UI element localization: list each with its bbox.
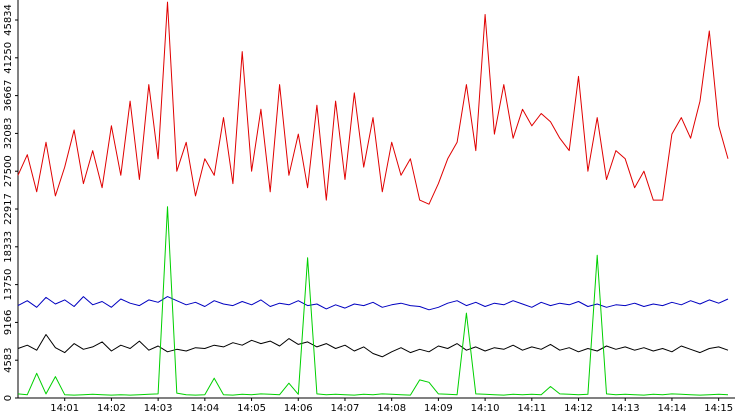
x-tick-label: 14:14 xyxy=(658,403,687,414)
series-line xyxy=(17,206,729,396)
x-tick-label: 14:10 xyxy=(471,403,500,414)
y-tick-label: 27500 xyxy=(3,155,14,187)
y-tick-label: 18333 xyxy=(3,231,14,263)
x-tick-label: 14:12 xyxy=(564,403,593,414)
y-tick-label: 36667 xyxy=(3,80,14,112)
x-tick-label: 14:06 xyxy=(284,403,313,414)
x-tick-label: 14:02 xyxy=(97,403,126,414)
x-tick-label: 14:13 xyxy=(611,403,640,414)
x-tick-label: 14:15 xyxy=(704,403,733,414)
y-tick-label: 0 xyxy=(3,395,14,401)
x-tick-label: 14:11 xyxy=(517,403,546,414)
series-line xyxy=(17,296,729,311)
x-tick-label: 14:05 xyxy=(237,403,266,414)
x-tick-label: 14:03 xyxy=(144,403,173,414)
x-tick-label: 14:04 xyxy=(190,403,219,414)
y-tick-label: 13750 xyxy=(3,269,14,301)
x-tick-label: 14:08 xyxy=(377,403,406,414)
x-tick-label: 14:09 xyxy=(424,403,453,414)
y-tick-label: 9166 xyxy=(3,310,14,335)
series-line xyxy=(17,1,729,205)
x-tick-label: 14:01 xyxy=(50,403,79,414)
y-tick-label: 32083 xyxy=(3,117,14,149)
y-tick-label: 45834 xyxy=(3,4,14,36)
y-tick-label: 4583 xyxy=(3,347,14,372)
y-tick-label: 41250 xyxy=(3,42,14,74)
y-tick-label: 22917 xyxy=(3,193,14,225)
series-line xyxy=(17,334,729,358)
x-tick-label: 14:07 xyxy=(331,403,360,414)
